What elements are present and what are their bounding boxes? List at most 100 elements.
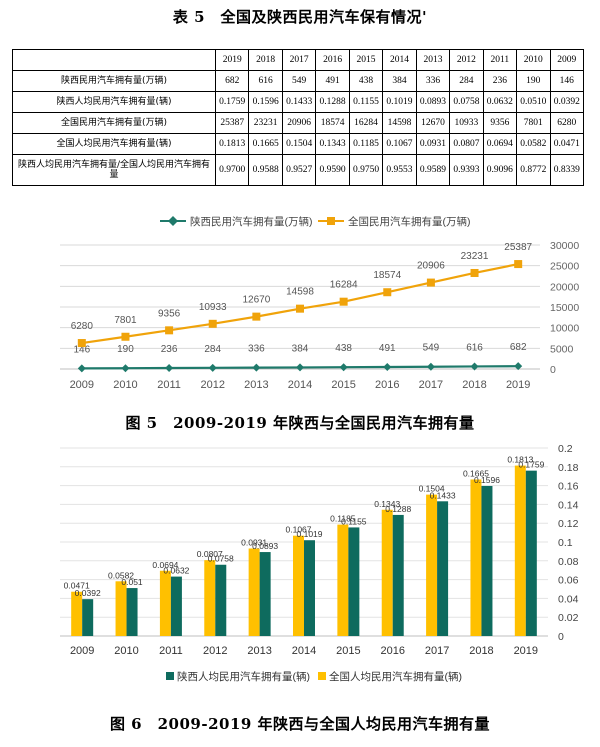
table-cell: 190 [516, 70, 551, 92]
legend-label: 全国民用汽车拥有量(万辆) [348, 215, 471, 228]
table-cell: 0.0582 [516, 133, 551, 155]
table-row: 陕西民用汽车拥有量(万辆) 682 616 549 491 438 384 336 284 236… [12, 70, 585, 92]
data-label: 0.0758 [208, 554, 234, 564]
y-tick-label: 0.06 [558, 575, 579, 587]
data-label: 16284 [330, 280, 358, 291]
data-point [383, 362, 392, 371]
legend-label: 陕西民用汽车拥有量(万辆) [190, 215, 313, 228]
table-cell: 0.1813 [214, 133, 250, 155]
x-tick-label: 2019 [514, 645, 538, 657]
data-label: 0.0694 [152, 560, 178, 570]
data-label: 0.1433 [430, 490, 456, 500]
data-label: 0.1155 [341, 516, 367, 526]
data-label: 682 [510, 342, 527, 353]
table-cell: 0.9589 [415, 154, 451, 186]
table-cell: 0.9527 [281, 154, 317, 186]
data-point [470, 362, 479, 371]
bar [170, 576, 182, 636]
data-label: 0.1343 [374, 499, 400, 509]
table-5-caption: 表 5 全国及陕西民用汽车保有情况' [172, 8, 428, 26]
data-label: 0.1665 [463, 468, 489, 478]
data-point [339, 297, 348, 306]
bar [71, 591, 83, 636]
table-year-header: 2017 [281, 49, 317, 71]
x-tick-label: 2017 [419, 379, 443, 391]
table-cell: 0.9700 [214, 154, 250, 186]
table-cell: 0.9750 [348, 154, 384, 186]
bar [82, 599, 94, 636]
data-label: 10933 [199, 302, 227, 313]
x-tick-label: 2009 [70, 379, 94, 391]
table-row: 陕西人均民用汽车拥有量(辆) 0.1759 0.1596 0.1433 0.1288 0.… [12, 91, 585, 113]
table-year-header: 2013 [415, 49, 451, 71]
table-row: 全国民用汽车拥有量(万辆) 25387 23231 20906 18574 16284 14… [12, 112, 585, 134]
table-row: 陕西人均民用汽车拥有量/全国人均民用汽车拥有量 0.9700 0.9588 0.952… [12, 154, 585, 186]
table-cell: 438 [348, 70, 384, 92]
data-label: 0.0632 [163, 566, 189, 576]
y-tick-label: 0.04 [558, 593, 579, 605]
table-cell: 18574 [315, 112, 350, 134]
data-label: 0.1504 [419, 484, 445, 494]
bar [204, 560, 216, 636]
table-cell: 0.0632 [482, 91, 518, 113]
data-label: 0.051 [121, 577, 143, 587]
y-tick-label: 0.2 [558, 443, 573, 455]
table-row: 全国人均民用汽车拥有量(辆) 0.1813 0.1665 0.1504 0.1343 0.… [12, 133, 585, 155]
data-label: 190 [117, 344, 134, 355]
data-label: 284 [204, 344, 221, 355]
x-tick-label: 2017 [425, 645, 449, 657]
table-row-label: 陕西民用汽车拥有量(万辆) [12, 70, 216, 92]
bar [126, 588, 138, 636]
table-cell: 336 [415, 70, 451, 92]
table-cell: 284 [449, 70, 484, 92]
data-label: 9356 [158, 308, 181, 319]
x-tick-label: 2011 [159, 645, 183, 657]
data-point [77, 364, 86, 373]
data-label: 384 [292, 343, 309, 354]
table-cell: 0.9096 [482, 154, 518, 186]
data-point [296, 304, 304, 313]
table-cell: 616 [248, 70, 283, 92]
legend-swatch [166, 672, 174, 680]
data-point [165, 326, 174, 335]
bar [481, 485, 493, 636]
data-point [165, 364, 174, 373]
data-point [208, 363, 217, 372]
data-table: 2019 2018 2017 2016 2015 2014 2013 2012 2011 2010… [12, 49, 585, 186]
y-tick-label: 0 [558, 631, 564, 643]
figure-5-caption: 图 5 2009-2019 年陕西与全国民用汽车拥有量 [125, 414, 475, 432]
legend-label: 陕西人均民用汽车拥有量(辆) [177, 670, 310, 683]
table-cell: 0.1759 [214, 91, 250, 113]
x-tick-label: 2018 [462, 379, 486, 391]
table-cell: 0.1155 [348, 91, 384, 113]
bar [304, 540, 315, 636]
data-label: 20906 [417, 261, 445, 272]
data-point [121, 364, 130, 373]
data-point [426, 362, 435, 371]
bar [248, 548, 260, 636]
y-tick-label: 0 [550, 364, 556, 376]
bar [293, 535, 304, 636]
x-tick-label: 2013 [244, 379, 268, 391]
data-label: 23231 [461, 251, 489, 262]
table-cell: 236 [482, 70, 518, 92]
data-label: 0.1019 [297, 529, 323, 539]
table-row-label: 陕西人均民用汽车拥有量/全国人均民用汽车拥有量 [12, 154, 216, 186]
y-tick-label: 20000 [550, 281, 579, 293]
data-point [426, 278, 435, 287]
table-year-header: 2016 [315, 49, 350, 71]
table-cell: 0.8772 [516, 154, 551, 186]
data-point [514, 362, 523, 371]
table-cell: 146 [549, 70, 585, 92]
table-cell: 384 [382, 70, 417, 92]
data-label: 0.0931 [241, 537, 267, 547]
figure-6-caption: 图 6 2009-2019 年陕西与全国人均民用汽车拥有量 [109, 715, 491, 733]
data-point [121, 332, 130, 341]
table-cell: 0.0510 [516, 91, 551, 113]
table-cell: 12670 [415, 112, 451, 134]
x-tick-label: 2013 [247, 645, 271, 657]
data-point [208, 319, 217, 328]
table-year-header: 2010 [516, 49, 551, 71]
data-label: 0.0807 [197, 549, 223, 559]
data-label: 146 [73, 344, 90, 355]
